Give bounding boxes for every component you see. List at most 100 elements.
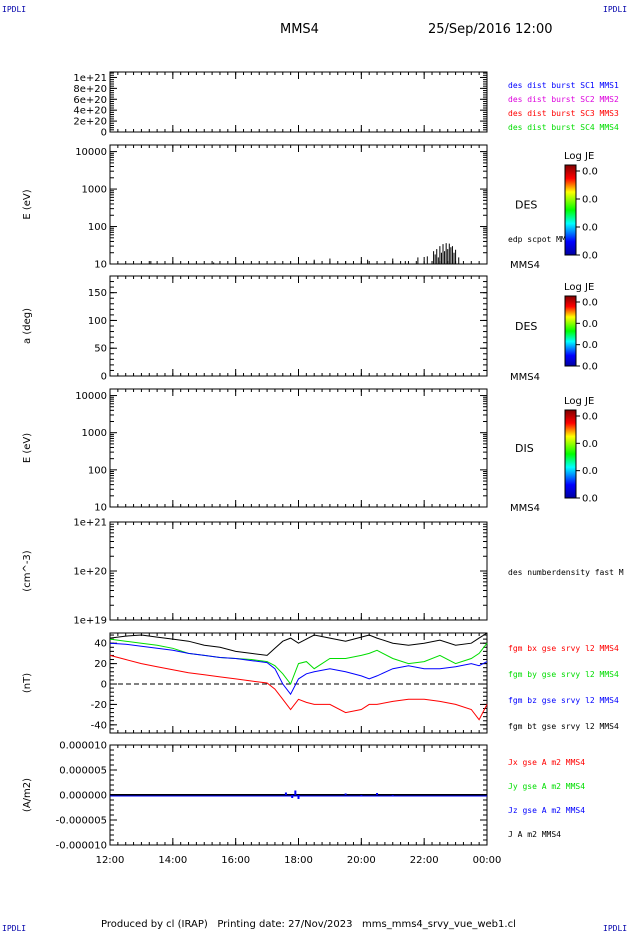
p7-ytick-label-4: -0.000010 [56,841,107,852]
p3-ytick-label-0: 150 [88,288,107,299]
p7-ytick-label-1: 0.000005 [59,766,107,777]
xtick-label-4: 20:00 [347,855,376,866]
p5-ytick-label-2: 1e+19 [73,616,107,627]
xtick-label-0: 12:00 [96,855,125,866]
p2-ytick-label-0: 10000 [75,147,107,158]
p7-ytick-label-0: 0.000010 [59,741,107,752]
p2-ylabel: E (eV) [22,189,33,219]
p5-frame [109,521,488,621]
corner-label-top-left: IPDLI [2,5,27,14]
p1-frame [109,71,488,133]
p4-colorbar-tick-label-3: 0.0 [582,494,598,505]
p6-series-0 [109,654,488,721]
p1-legend-entry-2: des dist burst SC3 MMS3 [508,109,619,118]
p2-ytick-label-1: 1000 [82,185,107,196]
p1-ytick-label-3: 4e+20 [73,106,107,117]
p3-colorbar-tick-label-1: 0.0 [582,319,598,330]
p6-ytick-label-2: 0 [101,680,107,691]
p7-legend-entry-0: Jx gse A m2 MMS4 [508,758,585,767]
p6-series-1 [109,638,488,686]
p2-colorbar-tick-label-1: 0.0 [582,195,598,206]
p3-ytick-label-1: 100 [88,316,107,327]
p4-colorbar [564,409,577,499]
p6-ytick-label-1: 20 [94,659,107,670]
p4-ytick-label-2: 100 [88,465,107,476]
p1-legend-entry-1: des dist burst SC2 MMS2 [508,95,619,104]
p4-colorbar-tick-label-1: 0.0 [582,439,598,450]
corner-label-bottom-left: IPDLI [2,924,27,933]
p1-ytick-label-0: 1e+21 [73,73,107,84]
xtick-label-5: 22:00 [410,855,439,866]
p4-ytick-label-0: 10000 [75,391,107,402]
spacecraft-title: MMS4 [280,22,319,37]
corner-label-top-right: IPDLI [603,5,628,14]
p4-ytick-label-3: 10 [94,503,107,514]
p3-ytick-label-3: 0 [101,372,107,383]
p4-colorbar-title: Log JE [564,396,594,407]
p4-colorbar-tick-label-2: 0.0 [582,466,598,477]
p6-legend-entry-2: fgm bz gse srvy l2 MMS4 [508,696,619,705]
p5-ylabel: (cm^-3) [22,550,33,591]
p4-colorbar-tick-label-0: 0.0 [582,412,598,423]
p3-colorbar-tick-label-2: 0.0 [582,340,598,351]
p4-ytick-label-1: 1000 [82,428,107,439]
p2-side-label: DES [515,199,537,212]
p1-legend-entry-0: des dist burst SC1 MMS1 [508,81,619,90]
p4-bottom-label: MMS4 [510,503,540,514]
p7-legend-entry-1: Jy gse A m2 MMS4 [508,782,585,791]
p3-colorbar-tick-label-0: 0.0 [582,298,598,309]
p4-frame [109,388,488,508]
p6-frame [109,632,488,734]
footer-text: Produced by cl (IRAP) Printing date: 27/… [101,919,516,930]
p6-legend-entry-3: fgm bt gse srvy l2 MMS4 [508,722,619,731]
xtick-label-1: 14:00 [158,855,187,866]
p7-ytick-label-3: -0.000005 [56,816,107,827]
p1-ytick-label-4: 2e+20 [73,117,107,128]
p6-legend-entry-0: fgm bx gse srvy l2 MMS4 [508,644,619,653]
p7-legend-entry-2: Jz gse A m2 MMS4 [508,806,585,815]
p1-legend-entry-3: des dist burst SC4 MMS4 [508,123,619,132]
p3-colorbar [564,295,577,367]
p5-ytick-label-0: 1e+21 [73,518,107,529]
p2-colorbar [564,164,577,256]
p3-bottom-label: MMS4 [510,372,540,383]
p6-ylabel: (nT) [22,673,33,693]
p2-colorbar-tick-label-2: 0.0 [582,223,598,234]
p6-ytick-label-3: -20 [91,700,107,711]
p6-series-2 [109,642,488,696]
p1-ytick-label-1: 8e+20 [73,84,107,95]
p3-side-label: DES [515,320,537,333]
p1-ytick-label-2: 6e+20 [73,95,107,106]
p4-ylabel: E (eV) [22,433,33,463]
p7-ytick-label-2: 0.000000 [59,791,107,802]
p5-series-label: des numberdensity fast M [508,568,624,577]
p6-legend-entry-1: fgm by gse srvy l2 MMS4 [508,670,619,679]
p4-side-label: DIS [515,442,534,455]
xtick-label-2: 16:00 [221,855,250,866]
p3-ytick-label-2: 50 [94,344,107,355]
corner-label-bottom-right: IPDLI [603,924,628,933]
p2-bottom-label: MMS4 [510,260,540,271]
p2-ytick-label-3: 10 [94,260,107,271]
datetime-title: 25/Sep/2016 12:00 [428,22,553,37]
xtick-label-3: 18:00 [284,855,313,866]
p5-ytick-label-1: 1e+20 [73,567,107,578]
p3-colorbar-tick-label-3: 0.0 [582,362,598,373]
p6-ytick-label-0: 40 [94,639,107,650]
p2-colorbar-tick-label-3: 0.0 [582,251,598,262]
p1-ytick-label-5: 0 [101,128,107,139]
p2-colorbar-title: Log JE [564,151,594,162]
p2-frame [109,144,488,265]
p2-ytick-label-2: 100 [88,222,107,233]
p3-ylabel: a (deg) [22,308,33,344]
p6-series-3 [109,632,488,656]
p2-colorbar-tick-label-0: 0.0 [582,167,598,178]
p3-colorbar-title: Log JE [564,282,594,293]
p7-ylabel: (A/m2) [22,778,33,812]
p7-legend-entry-3: J A m2 MMS4 [508,830,561,839]
p2-series-label: edp scpot MMS4 [508,235,576,244]
p6-ytick-label-4: -40 [91,720,107,731]
xtick-label-6: 00:00 [473,855,502,866]
p3-frame [109,275,488,377]
